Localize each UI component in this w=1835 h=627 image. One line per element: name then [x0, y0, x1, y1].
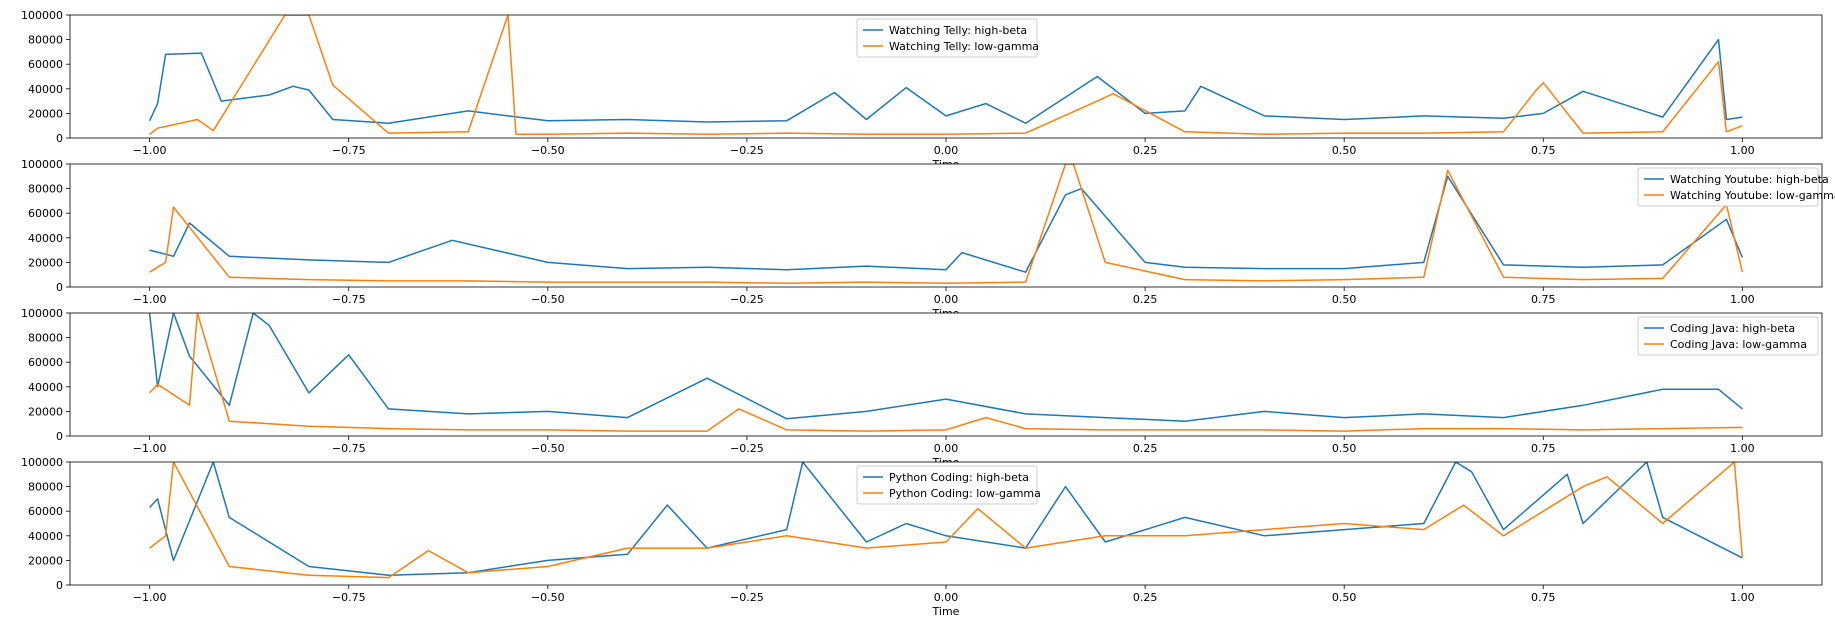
- y-tick-label: 20000: [28, 554, 63, 567]
- legend-box: [856, 465, 1038, 505]
- series-line-low-gamma: [149, 15, 1743, 136]
- series-line-low-gamma: [149, 164, 1744, 285]
- legend: Watching Telly: high-beta Watching Telly:…: [856, 18, 1039, 58]
- x-tick-label: −0.75: [332, 442, 366, 455]
- legend-box: [1637, 167, 1819, 207]
- y-tick-label: 80000: [28, 481, 63, 494]
- x-tick-label: −0.50: [531, 144, 565, 157]
- x-tick-label: 0.50: [1332, 591, 1357, 604]
- x-tick-label: −0.25: [730, 293, 764, 306]
- x-tick-label: 0.75: [1531, 144, 1556, 157]
- legend: Coding Java: high-beta Coding Java: low-g…: [1637, 316, 1819, 356]
- legend-label: Watching Youtube: high-beta: [1670, 173, 1829, 186]
- legend-label: Watching Telly: high-beta: [889, 24, 1027, 37]
- x-tick-label: −1.00: [133, 144, 167, 157]
- x-tick-label: 0.25: [1133, 293, 1158, 306]
- y-tick-label: 20000: [28, 405, 63, 418]
- legend-box: [1637, 316, 1819, 356]
- y-tick-label: 20000: [28, 256, 63, 269]
- y-tick-label: 60000: [28, 207, 63, 220]
- y-tick-label: 20000: [28, 107, 63, 120]
- y-tick-label: 80000: [28, 332, 63, 345]
- x-tick-label: 0.25: [1133, 591, 1158, 604]
- y-tick-label: 60000: [28, 505, 63, 518]
- x-tick-label: −0.25: [730, 144, 764, 157]
- x-tick-label: −0.75: [332, 144, 366, 157]
- legend: Python Coding: high-beta Python Coding: l…: [856, 465, 1041, 505]
- x-tick-label: −1.00: [133, 293, 167, 306]
- series-line-low-gamma: [149, 313, 1743, 432]
- x-tick-label: 1.00: [1730, 442, 1755, 455]
- series-line-high-beta: [149, 175, 1744, 273]
- legend-label: Watching Youtube: low-gamma: [1670, 189, 1835, 202]
- y-tick-label: 0: [56, 132, 63, 145]
- x-tick-label: 0.00: [934, 442, 959, 455]
- x-tick-label: −0.75: [332, 591, 366, 604]
- y-tick-label: 0: [56, 281, 63, 294]
- x-tick-label: −0.25: [730, 591, 764, 604]
- plot-area: [70, 164, 1822, 287]
- legend-box: [856, 18, 1038, 58]
- y-tick-label: 40000: [28, 232, 63, 245]
- x-tick-label: −0.50: [531, 442, 565, 455]
- x-tick-label: −0.75: [332, 293, 366, 306]
- x-tick-label: 1.00: [1730, 293, 1755, 306]
- x-tick-label: −0.25: [730, 442, 764, 455]
- y-tick-label: 80000: [28, 34, 63, 47]
- x-tick-label: 1.00: [1730, 144, 1755, 157]
- subplot-3: 0 20000 40000 60000 80000 100000 −1.00 −0.75 −0.…: [21, 307, 1823, 469]
- x-tick-label: 0.50: [1332, 293, 1357, 306]
- x-tick-label: 0.50: [1332, 144, 1357, 157]
- x-tick-label: 0.25: [1133, 144, 1158, 157]
- legend-label: Watching Telly: low-gamma: [889, 40, 1039, 53]
- legend-label: Coding Java: high-beta: [1670, 322, 1795, 335]
- y-tick-label: 40000: [28, 381, 63, 394]
- y-tick-label: 0: [56, 430, 63, 443]
- x-tick-label: 0.75: [1531, 293, 1556, 306]
- y-tick-label: 60000: [28, 356, 63, 369]
- x-tick-label: 0.75: [1531, 442, 1556, 455]
- x-tick-label: −1.00: [133, 591, 167, 604]
- legend-label: Coding Java: low-gamma: [1670, 338, 1807, 351]
- y-tick-label: 80000: [28, 183, 63, 196]
- x-axis-title: Time: [932, 605, 960, 618]
- series-line-high-beta: [149, 462, 1743, 576]
- x-tick-label: 0.75: [1531, 591, 1556, 604]
- y-tick-label: 40000: [28, 530, 63, 543]
- y-tick-label: 60000: [28, 58, 63, 71]
- x-tick-label: −1.00: [133, 442, 167, 455]
- x-tick-label: 0.00: [934, 591, 959, 604]
- series-line-low-gamma: [149, 462, 1744, 579]
- legend: Watching Youtube: high-beta Watching Yout…: [1637, 167, 1835, 207]
- y-tick-label: 100000: [21, 9, 63, 22]
- x-tick-label: 0.00: [934, 144, 959, 157]
- x-tick-label: −0.50: [531, 293, 565, 306]
- x-tick-label: −0.50: [531, 591, 565, 604]
- x-tick-label: 0.25: [1133, 442, 1158, 455]
- subplot-2: 0 20000 40000 60000 80000 100000 −1.00 −0.75 −0.…: [21, 158, 1835, 320]
- x-tick-label: 0.50: [1332, 442, 1357, 455]
- y-tick-label: 0: [56, 579, 63, 592]
- subplot-4: 0 20000 40000 60000 80000 100000 −1.00 −0.75 −0.…: [21, 456, 1823, 618]
- legend-label: Python Coding: low-gamma: [889, 487, 1041, 500]
- x-tick-label: 0.00: [934, 293, 959, 306]
- series-line-high-beta: [148, 313, 1743, 422]
- y-tick-label: 40000: [28, 83, 63, 96]
- y-tick-label: 100000: [21, 307, 63, 320]
- subplot-1: 0 20000 40000 60000 80000 100000 −1.00 −0.75 −0.…: [21, 9, 1823, 171]
- series-line-high-beta: [148, 38, 1743, 124]
- legend-label: Python Coding: high-beta: [889, 471, 1029, 484]
- x-tick-label: 1.00: [1730, 591, 1755, 604]
- plot-area: [70, 313, 1822, 436]
- y-tick-label: 100000: [21, 456, 63, 469]
- y-tick-label: 100000: [21, 158, 63, 171]
